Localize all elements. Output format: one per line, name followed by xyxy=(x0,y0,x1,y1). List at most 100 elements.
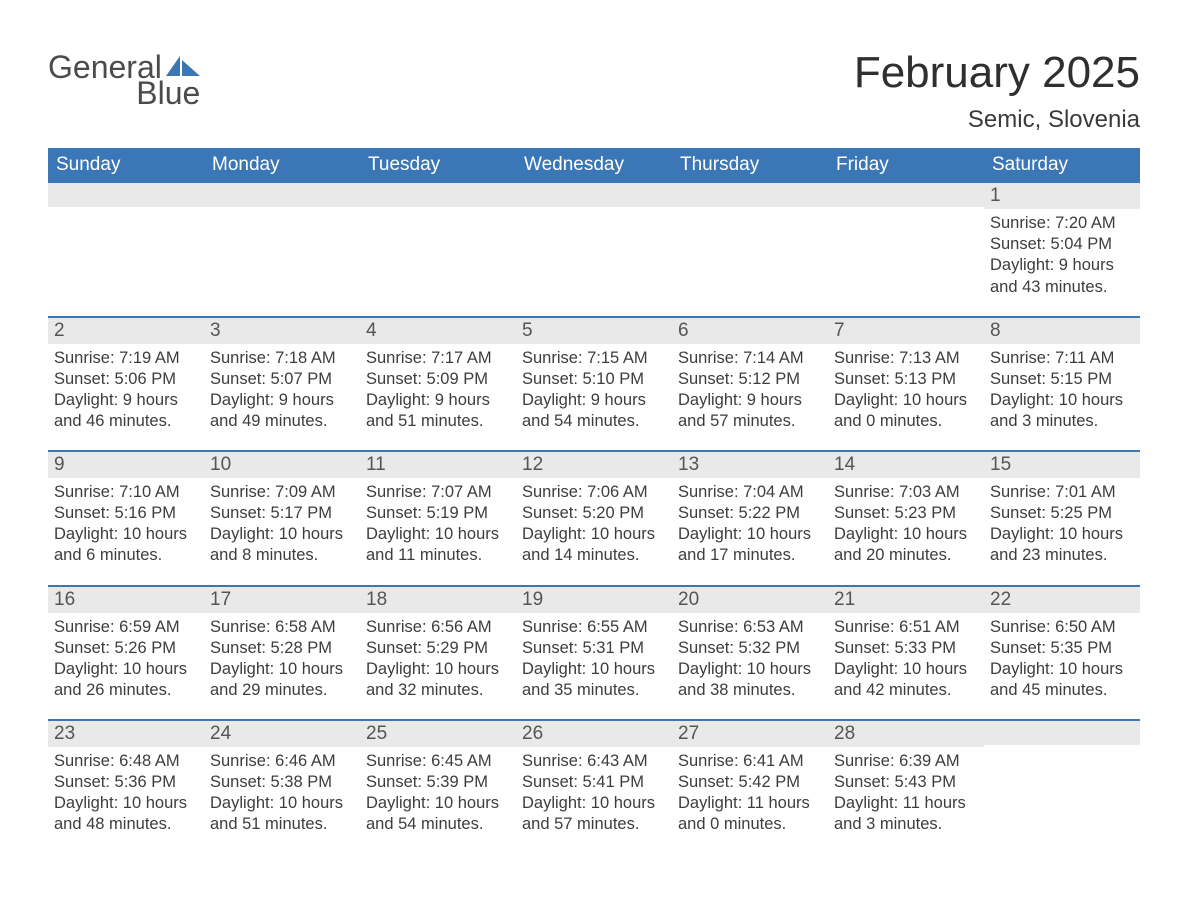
day-number-row xyxy=(360,183,516,207)
day-number: 22 xyxy=(990,589,1011,610)
calendar-day: 5Sunrise: 7:15 AMSunset: 5:10 PMDaylight… xyxy=(516,318,672,432)
day-number-row: 16 xyxy=(48,587,204,613)
day-number-row: 4 xyxy=(360,318,516,344)
sunset-line: Sunset: 5:16 PM xyxy=(54,503,198,524)
sunrise-line: Sunrise: 7:04 AM xyxy=(678,482,822,503)
daylight-line: Daylight: 10 hours and 57 minutes. xyxy=(522,793,666,835)
day-number-row: 19 xyxy=(516,587,672,613)
calendar-day: 23Sunrise: 6:48 AMSunset: 5:36 PMDayligh… xyxy=(48,721,204,835)
daylight-line: Daylight: 9 hours and 43 minutes. xyxy=(990,255,1134,297)
calendar-day-empty xyxy=(984,721,1140,835)
sunset-line: Sunset: 5:10 PM xyxy=(522,369,666,390)
day-number: 15 xyxy=(990,454,1011,475)
day-number-row: 11 xyxy=(360,452,516,478)
calendar-day: 11Sunrise: 7:07 AMSunset: 5:19 PMDayligh… xyxy=(360,452,516,566)
calendar-day: 20Sunrise: 6:53 AMSunset: 5:32 PMDayligh… xyxy=(672,587,828,701)
sunset-line: Sunset: 5:26 PM xyxy=(54,638,198,659)
day-number-row: 15 xyxy=(984,452,1140,478)
day-number: 14 xyxy=(834,454,855,475)
daylight-line: Daylight: 9 hours and 57 minutes. xyxy=(678,390,822,432)
day-number: 21 xyxy=(834,589,855,610)
sunset-line: Sunset: 5:09 PM xyxy=(366,369,510,390)
daylight-line: Daylight: 9 hours and 49 minutes. xyxy=(210,390,354,432)
calendar-day: 19 Sunrise: 6:55 AMSunset: 5:31 PMDayligh… xyxy=(516,587,672,701)
daylight-line: Daylight: 10 hours and 23 minutes. xyxy=(990,524,1134,566)
day-number: 19 xyxy=(522,589,543,610)
day-details: Sunrise: 7:13 AMSunset: 5:13 PMDaylight:… xyxy=(828,344,984,432)
sunset-line: Sunset: 5:23 PM xyxy=(834,503,978,524)
weekday-header: Wednesday xyxy=(516,148,672,183)
sunrise-line: Sunrise: 6:55 AM xyxy=(522,617,666,638)
sunrise-line: Sunrise: 6:39 AM xyxy=(834,751,978,772)
sunset-line: Sunset: 5:12 PM xyxy=(678,369,822,390)
weeks-container: 1Sunrise: 7:20 AMSunset: 5:04 PMDaylight… xyxy=(48,183,1140,853)
daylight-line: Daylight: 10 hours and 0 minutes. xyxy=(834,390,978,432)
calendar-week: 1Sunrise: 7:20 AMSunset: 5:04 PMDaylight… xyxy=(48,183,1140,315)
day-number-row: 5 xyxy=(516,318,672,344)
weekday-header-row: Sunday Monday Tuesday Wednesday Thursday… xyxy=(48,148,1140,183)
daylight-line: Daylight: 9 hours and 46 minutes. xyxy=(54,390,198,432)
daylight-line: Daylight: 11 hours and 0 minutes. xyxy=(678,793,822,835)
day-number: 13 xyxy=(678,454,699,475)
sunrise-line: Sunrise: 6:53 AM xyxy=(678,617,822,638)
weekday-header: Saturday xyxy=(984,148,1140,183)
sunrise-line: Sunrise: 6:45 AM xyxy=(366,751,510,772)
sunrise-line: Sunrise: 6:48 AM xyxy=(54,751,198,772)
day-number-row: 17 xyxy=(204,587,360,613)
daylight-line: Daylight: 10 hours and 45 minutes. xyxy=(990,659,1134,701)
day-details: Sunrise: 6:51 AMSunset: 5:33 PMDaylight:… xyxy=(828,613,984,701)
daylight-line: Daylight: 10 hours and 48 minutes. xyxy=(54,793,198,835)
day-details: Sunrise: 6:45 AMSunset: 5:39 PMDaylight:… xyxy=(360,747,516,835)
day-number: 23 xyxy=(54,723,75,744)
daylight-line: Daylight: 10 hours and 3 minutes. xyxy=(990,390,1134,432)
weekday-header: Thursday xyxy=(672,148,828,183)
brand-logo: General Blue xyxy=(48,50,200,109)
daylight-line: Daylight: 10 hours and 11 minutes. xyxy=(366,524,510,566)
sunrise-line: Sunrise: 6:51 AM xyxy=(834,617,978,638)
day-number-row: 18 xyxy=(360,587,516,613)
sunrise-line: Sunrise: 7:03 AM xyxy=(834,482,978,503)
day-number: 2 xyxy=(54,320,65,341)
sunset-line: Sunset: 5:28 PM xyxy=(210,638,354,659)
calendar-page: General Blue February 2025 Semic, Sloven… xyxy=(0,0,1188,918)
day-number: 18 xyxy=(366,589,387,610)
sunrise-line: Sunrise: 6:46 AM xyxy=(210,751,354,772)
day-number-row: 20 xyxy=(672,587,828,613)
brand-word2: Blue xyxy=(136,75,200,111)
sunrise-line: Sunrise: 7:18 AM xyxy=(210,348,354,369)
day-details: Sunrise: 6:41 AMSunset: 5:42 PMDaylight:… xyxy=(672,747,828,835)
day-details: Sunrise: 7:01 AMSunset: 5:25 PMDaylight:… xyxy=(984,478,1140,566)
day-number: 12 xyxy=(522,454,543,475)
daylight-line: Daylight: 10 hours and 51 minutes. xyxy=(210,793,354,835)
day-number: 3 xyxy=(210,320,221,341)
calendar-day: 21 Sunrise: 6:51 AMSunset: 5:33 PMDayligh… xyxy=(828,587,984,701)
calendar-week: 23Sunrise: 6:48 AMSunset: 5:36 PMDayligh… xyxy=(48,719,1140,853)
day-details: Sunrise: 7:09 AMSunset: 5:17 PMDaylight:… xyxy=(204,478,360,566)
day-details: Sunrise: 6:55 AMSunset: 5:31 PMDaylight:… xyxy=(516,613,672,701)
sunset-line: Sunset: 5:31 PM xyxy=(522,638,666,659)
day-number-row xyxy=(984,721,1140,745)
sunrise-line: Sunrise: 6:59 AM xyxy=(54,617,198,638)
sunset-line: Sunset: 5:29 PM xyxy=(366,638,510,659)
daylight-line: Daylight: 10 hours and 26 minutes. xyxy=(54,659,198,701)
day-details: Sunrise: 7:03 AMSunset: 5:23 PMDaylight:… xyxy=(828,478,984,566)
day-number: 1 xyxy=(990,185,1001,206)
calendar-day: 16 Sunrise: 6:59 AMSunset: 5:26 PMDayligh… xyxy=(48,587,204,701)
sunrise-line: Sunrise: 7:09 AM xyxy=(210,482,354,503)
day-number-row: 21 xyxy=(828,587,984,613)
weekday-header: Monday xyxy=(204,148,360,183)
day-number: 9 xyxy=(54,454,65,475)
calendar-day: 9Sunrise: 7:10 AMSunset: 5:16 PMDaylight… xyxy=(48,452,204,566)
calendar-week: 2Sunrise: 7:19 AMSunset: 5:06 PMDaylight… xyxy=(48,316,1140,450)
sunrise-line: Sunrise: 6:41 AM xyxy=(678,751,822,772)
daylight-line: Daylight: 10 hours and 17 minutes. xyxy=(678,524,822,566)
day-number: 10 xyxy=(210,454,231,475)
sunset-line: Sunset: 5:39 PM xyxy=(366,772,510,793)
day-number: 4 xyxy=(366,320,377,341)
calendar-day-empty xyxy=(672,183,828,297)
day-number-row: 22 xyxy=(984,587,1140,613)
sunrise-line: Sunrise: 6:58 AM xyxy=(210,617,354,638)
daylight-line: Daylight: 10 hours and 32 minutes. xyxy=(366,659,510,701)
day-number: 24 xyxy=(210,723,231,744)
calendar-day: 12Sunrise: 7:06 AMSunset: 5:20 PMDayligh… xyxy=(516,452,672,566)
